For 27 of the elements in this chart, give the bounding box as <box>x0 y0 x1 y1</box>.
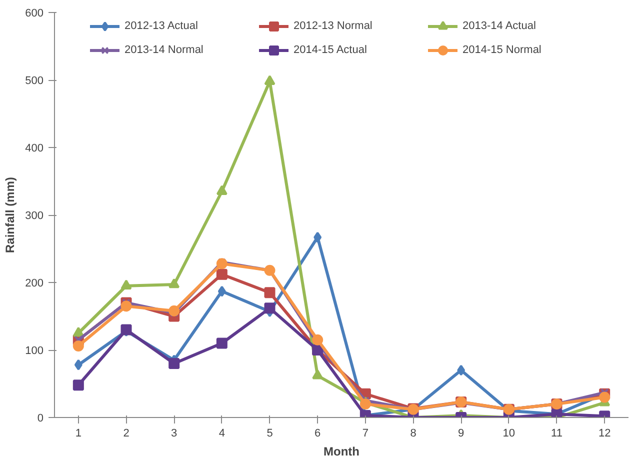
y-tick-label: 300 <box>25 210 44 222</box>
x-tick-label: 4 <box>218 428 225 440</box>
y-tick-label: 0 <box>37 412 44 424</box>
legend-label: 2012-13 Actual <box>124 20 199 32</box>
x-tick-label: 9 <box>458 428 464 440</box>
x-tick-label: 8 <box>410 428 416 440</box>
x-tick-label: 10 <box>502 428 516 440</box>
y-tick-label: 100 <box>25 345 44 357</box>
legend-label: 2013-14 Normal <box>124 44 204 56</box>
x-tick-label: 11 <box>551 428 562 440</box>
legend-label: 2014-15 Actual <box>294 44 368 56</box>
legend-label: 2014-15 Normal <box>462 44 542 56</box>
legend-label: 2013-14 Actual <box>462 20 537 32</box>
x-tick-label: 5 <box>266 428 273 440</box>
y-tick-label: 500 <box>25 75 44 87</box>
x-tick-label: 3 <box>171 428 178 440</box>
x-tick-label: 6 <box>314 428 321 440</box>
x-tick-label: 7 <box>362 428 368 440</box>
y-tick-label: 600 <box>25 8 44 20</box>
y-axis-title: Rainfall (mm) <box>3 176 18 254</box>
y-tick-label: 400 <box>25 142 44 154</box>
y-tick-label: 200 <box>25 278 44 290</box>
x-tick-label: 12 <box>598 428 611 440</box>
x-tick-label: 2 <box>123 428 130 440</box>
x-tick-label: 1 <box>75 428 82 440</box>
legend-label: 2012-13 Normal <box>294 20 374 32</box>
x-axis-title: Month <box>324 444 360 458</box>
